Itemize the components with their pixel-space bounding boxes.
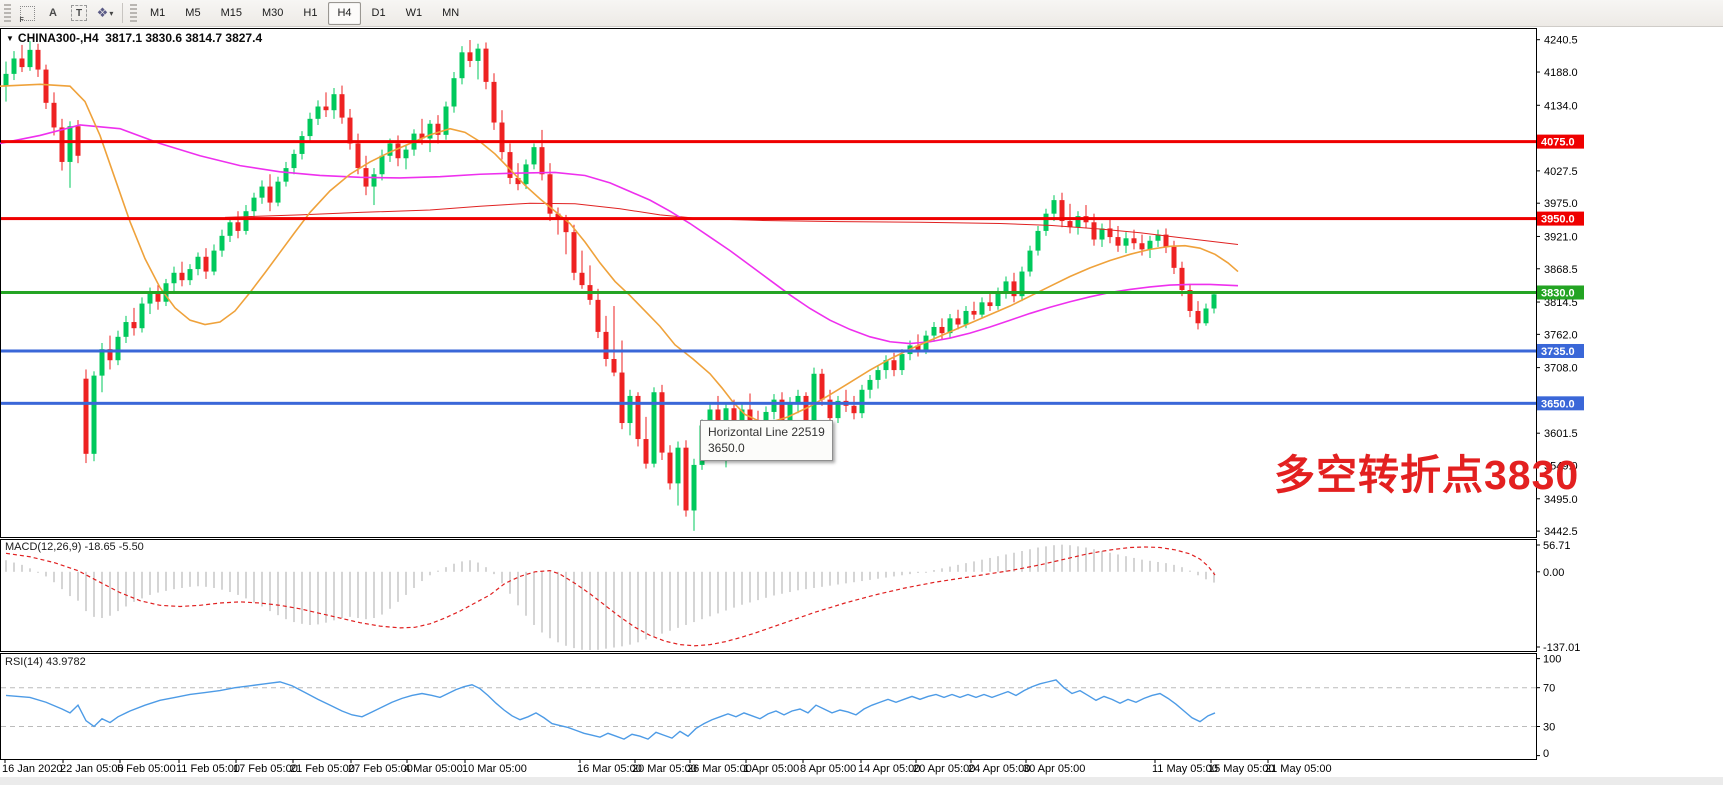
text-label-icon: T [71,5,87,21]
svg-text:0: 0 [1543,748,1549,760]
svg-text:3975.0: 3975.0 [1544,198,1578,210]
timeframe-button-m15[interactable]: M15 [220,6,242,19]
svg-text:15 May 05:00: 15 May 05:00 [1208,763,1275,775]
timeframe-button-mn[interactable]: MN [442,6,460,19]
svg-text:70: 70 [1543,683,1555,695]
macd-panel: 56.71 0.00 -137.01 [5,540,1580,654]
svg-text:3495.0: 3495.0 [1544,494,1578,506]
svg-text:22 Jan 05:00: 22 Jan 05:00 [60,763,124,775]
toolbar-drag-handle[interactable] [4,4,11,22]
rsi-indicator-label: RSI(14) 43.9782 [5,656,86,668]
timeframe-button-h4[interactable]: H4 [328,1,361,25]
svg-text:4075.0: 4075.0 [1541,137,1575,149]
svg-text:20 Apr 05:00: 20 Apr 05:00 [913,763,975,775]
horizontal-lines: 4075.0 3950.0 3830.0 3735.0 3650.0 [1,134,1584,411]
svg-text:3708.0: 3708.0 [1544,363,1578,375]
timeframe-button-w1[interactable]: W1 [405,6,423,19]
symbol-dropdown-icon[interactable]: ▼ [6,34,14,43]
svg-text:27 Feb 05:00: 27 Feb 05:00 [348,763,413,775]
tooltip-title: Horizontal Line 22519 [708,425,825,439]
timeframe-group: M1 M5 M15 M30 H1 H4 D1 W1 MN [141,1,468,25]
timeframe-button-d1[interactable]: D1 [371,6,386,19]
svg-text:26 Mar 05:00: 26 Mar 05:00 [687,763,752,775]
svg-text:30: 30 [1543,722,1555,734]
svg-text:4240.5: 4240.5 [1544,35,1578,47]
svg-text:4188.0: 4188.0 [1544,67,1578,79]
symbol-name: CHINA300-,H4 [17,31,99,45]
svg-text:1 Apr 05:00: 1 Apr 05:00 [743,763,799,775]
ohlc-values: 3817.1 3830.6 3814.7 3827.4 [105,31,263,45]
svg-text:3814.5: 3814.5 [1544,297,1578,309]
svg-text:17 Feb 05:00: 17 Feb 05:00 [233,763,298,775]
svg-text:3735.0: 3735.0 [1541,346,1575,358]
svg-text:21 Feb 05:00: 21 Feb 05:00 [290,763,355,775]
svg-text:8 Apr 05:00: 8 Apr 05:00 [800,763,856,775]
svg-text:3950.0: 3950.0 [1541,214,1575,226]
svg-text:16 Mar 05:00: 16 Mar 05:00 [577,763,642,775]
svg-text:3442.5: 3442.5 [1544,526,1578,538]
tooltip-value: 3650.0 [708,441,745,455]
object-styles-icon: ❖ [96,5,109,20]
svg-text:4134.0: 4134.0 [1544,100,1578,112]
timeframe-button-m30[interactable]: M30 [261,6,284,19]
chart-title: ▼ CHINA300-,H4 3817.1 3830.6 3814.7 3827.… [6,31,262,45]
chinese-annotation-text: 多空转折点3830 [1274,452,1580,498]
svg-text:100: 100 [1543,654,1561,666]
object-styles-button[interactable]: ❖ ▾ [93,2,117,25]
timeframe-drag-handle[interactable] [130,4,137,22]
object-tooltip: Horizontal Line 22519 3650.0 [700,420,833,461]
timeframe-button-m1[interactable]: M1 [150,6,166,19]
font-button[interactable]: A [41,2,65,25]
svg-text:10 Mar 05:00: 10 Mar 05:00 [462,763,527,775]
text-label-button[interactable]: T [67,2,91,25]
svg-text:3868.5: 3868.5 [1544,264,1578,276]
timeframe-button-h1[interactable]: H1 [303,6,318,19]
svg-text:21 May 05:00: 21 May 05:00 [1265,763,1332,775]
expert-grid-button[interactable]: F [15,2,39,25]
svg-text:0.00: 0.00 [1543,567,1564,579]
svg-text:11 Feb 05:00: 11 Feb 05:00 [176,763,240,775]
svg-text:20 Mar 05:00: 20 Mar 05:00 [632,763,697,775]
svg-text:14 Apr 05:00: 14 Apr 05:00 [858,763,920,775]
svg-text:24 Apr 05:00: 24 Apr 05:00 [968,763,1030,775]
toolbar-separator [122,3,123,23]
svg-text:56.71: 56.71 [1543,540,1571,552]
macd-indicator-label: MACD(12,26,9) -18.65 -5.50 [5,541,144,553]
font-icon: A [49,7,57,19]
svg-text:11 May 05:00: 11 May 05:00 [1152,763,1218,775]
svg-text:3921.0: 3921.0 [1544,231,1578,243]
svg-text:-137.01: -137.01 [1543,642,1580,654]
svg-text:3549.0: 3549.0 [1544,461,1578,473]
timeframe-button-m5[interactable]: M5 [185,6,201,19]
svg-text:3601.5: 3601.5 [1544,428,1578,440]
dropdown-caret-icon: ▾ [109,8,114,18]
svg-text:16 Jan 2020: 16 Jan 2020 [2,763,63,775]
svg-text:3830.0: 3830.0 [1541,287,1575,299]
svg-text:4 Mar 05:00: 4 Mar 05:00 [404,763,463,775]
svg-text:4027.5: 4027.5 [1544,166,1578,178]
rsi-panel: 100 70 30 0 [1,654,1561,760]
price-axis: 4240.5 4188.0 4134.0 4027.5 3975.0 3921.0 3868… [1536,35,1578,538]
svg-text:3762.0: 3762.0 [1544,329,1578,341]
toolbar: F A T ❖ ▾ M1 M5 M15 M30 H1 H4 D1 W1 MN [0,0,1723,27]
expert-grid-icon: F [19,5,35,24]
svg-text:5 Feb 05:00: 5 Feb 05:00 [117,763,176,775]
svg-text:30 Apr 05:00: 30 Apr 05:00 [1023,763,1085,775]
svg-text:3650.0: 3650.0 [1541,398,1575,410]
